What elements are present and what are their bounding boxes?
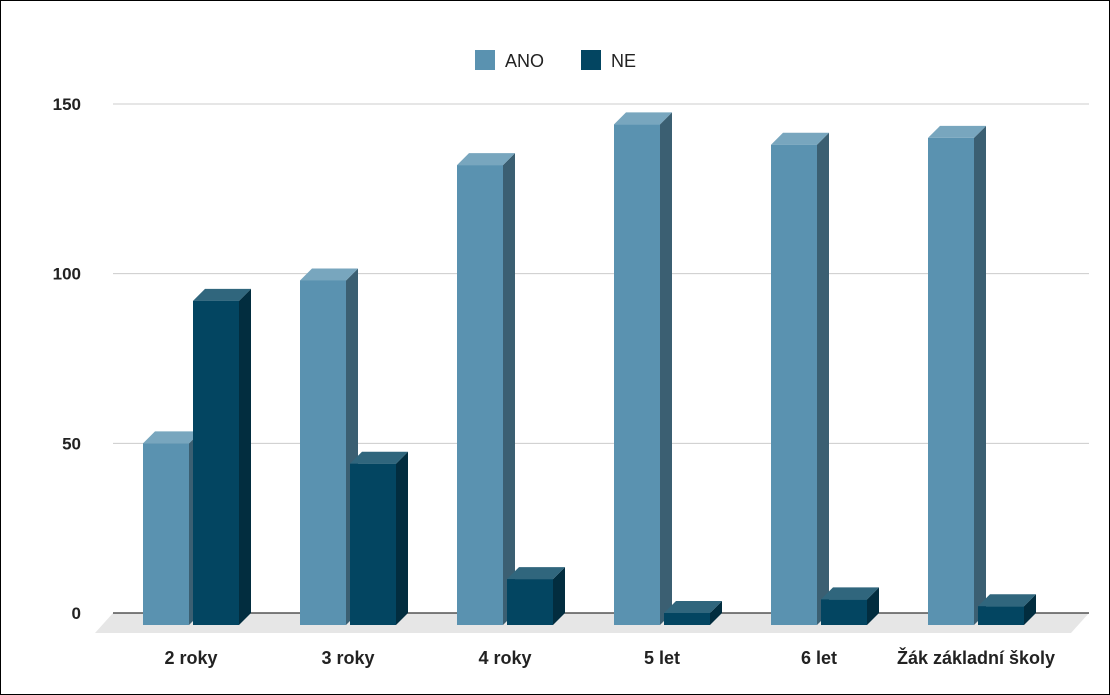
bar-top [300,268,358,281]
bar-side [396,451,408,625]
x-category-label: 2 roky [164,648,217,668]
bar-front [193,300,239,625]
bar-top [143,431,201,444]
bar-top [978,594,1036,607]
bar-side [239,288,251,625]
bar-side [553,567,565,625]
bar-top [821,587,879,600]
x-category-label: 4 roky [478,648,531,668]
y-tick-label: 0 [72,604,81,623]
bar-side [1024,594,1036,625]
bar-front [978,606,1024,625]
bar-top [771,132,829,145]
bar-ne-5 [978,594,1036,625]
legend-item-ano: ANO [475,50,544,71]
bar-ano-1 [300,268,358,625]
bar-top [664,601,722,613]
bar-top [928,125,986,138]
gridlines [113,103,1089,614]
bar-top [193,288,251,301]
legend-swatch [581,50,601,70]
bar-ne-3 [664,601,722,625]
bar-ano-2 [457,153,515,625]
bar-front [457,165,503,625]
legend-label: ANO [505,51,544,71]
bar-side [817,132,829,625]
bar-ne-1 [350,451,408,625]
bar-ano-5 [928,125,986,625]
bar-ano-3 [614,112,672,626]
y-tick-label: 150 [53,95,81,114]
x-category-label: 3 roky [321,648,374,668]
bar-front [771,144,817,625]
legend-label: NE [611,51,636,71]
bar-ano-4 [771,132,829,625]
legend: ANO NE [475,50,636,71]
axis-labels: 0 50 100 150 2 roky 3 roky 4 roky 5 let 6 let Žák… [53,95,1055,668]
bar-ne-4 [821,587,879,625]
bar-top [350,451,408,464]
y-tick-label: 50 [62,434,81,453]
bar-top [457,153,515,166]
bar-front [143,443,189,625]
bar-front [300,280,346,625]
bar-ano-0 [143,431,201,625]
bar-side [503,153,515,625]
bar-front [507,579,553,625]
x-category-label: 5 let [644,648,680,668]
bar-top [614,112,672,125]
bar-side [867,587,879,625]
bar-ne-0 [193,288,251,625]
y-tick-label: 100 [53,265,81,284]
bar-front [664,613,710,625]
bar-side [660,112,672,626]
legend-swatch [475,50,495,70]
x-category-label: Žák základní školy [897,647,1055,668]
bar-front [928,137,974,625]
bar-front [821,599,867,625]
legend-item-ne: NE [581,50,636,71]
bar-front [350,463,396,625]
bar-top [507,567,565,580]
bar-side [974,125,986,625]
bar-front [614,124,660,626]
bar-side [710,601,722,625]
x-category-label: 6 let [801,648,837,668]
bars-group [143,112,1036,626]
bar-ne-2 [507,567,565,625]
